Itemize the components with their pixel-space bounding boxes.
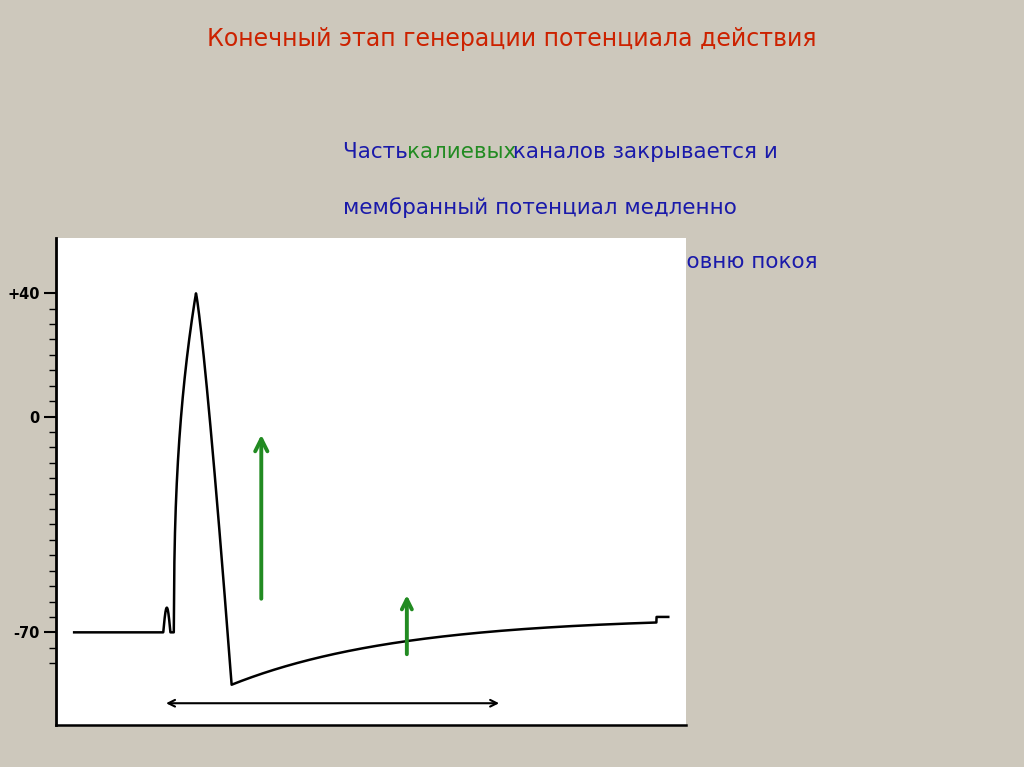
Text: возвращается к исходному уровню покоя: возвращается к исходному уровню покоя [343,252,818,272]
Text: мембранный потенциал медленно: мембранный потенциал медленно [343,197,737,218]
Text: каналов закрывается и: каналов закрывается и [506,142,778,162]
Text: Конечный этап генерации потенциала действия: Конечный этап генерации потенциала дейст… [207,27,817,51]
Text: калиевых: калиевых [407,142,516,162]
Text: Часть: Часть [343,142,415,162]
